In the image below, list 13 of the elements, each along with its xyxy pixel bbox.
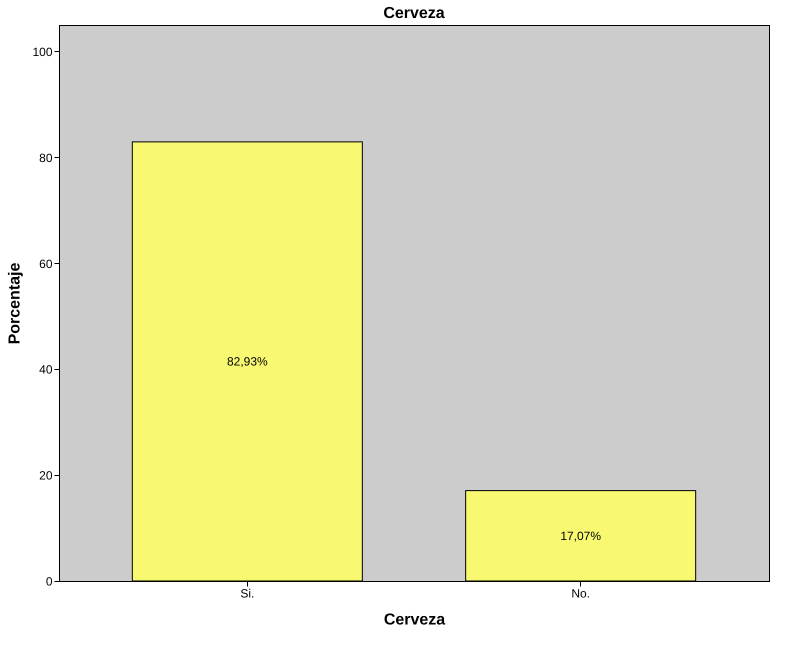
x-axis-title: Cerveza <box>384 612 446 628</box>
y-tick-label: 100 <box>32 44 53 59</box>
x-tick-label: Si. <box>240 586 254 600</box>
data-label: 82,93% <box>226 354 268 368</box>
y-tick-label: 20 <box>39 468 53 483</box>
x-tick-label: No. <box>571 586 590 600</box>
y-tick-label: 40 <box>39 362 53 377</box>
y-axis-title: Porcentaje <box>6 262 24 344</box>
y-tick-label: 80 <box>39 150 53 165</box>
data-label: 17,07% <box>560 528 602 543</box>
y-tick-label: 0 <box>46 574 53 588</box>
y-tick-label: 60 <box>39 256 53 271</box>
chart-title: Cerveza <box>383 5 445 22</box>
